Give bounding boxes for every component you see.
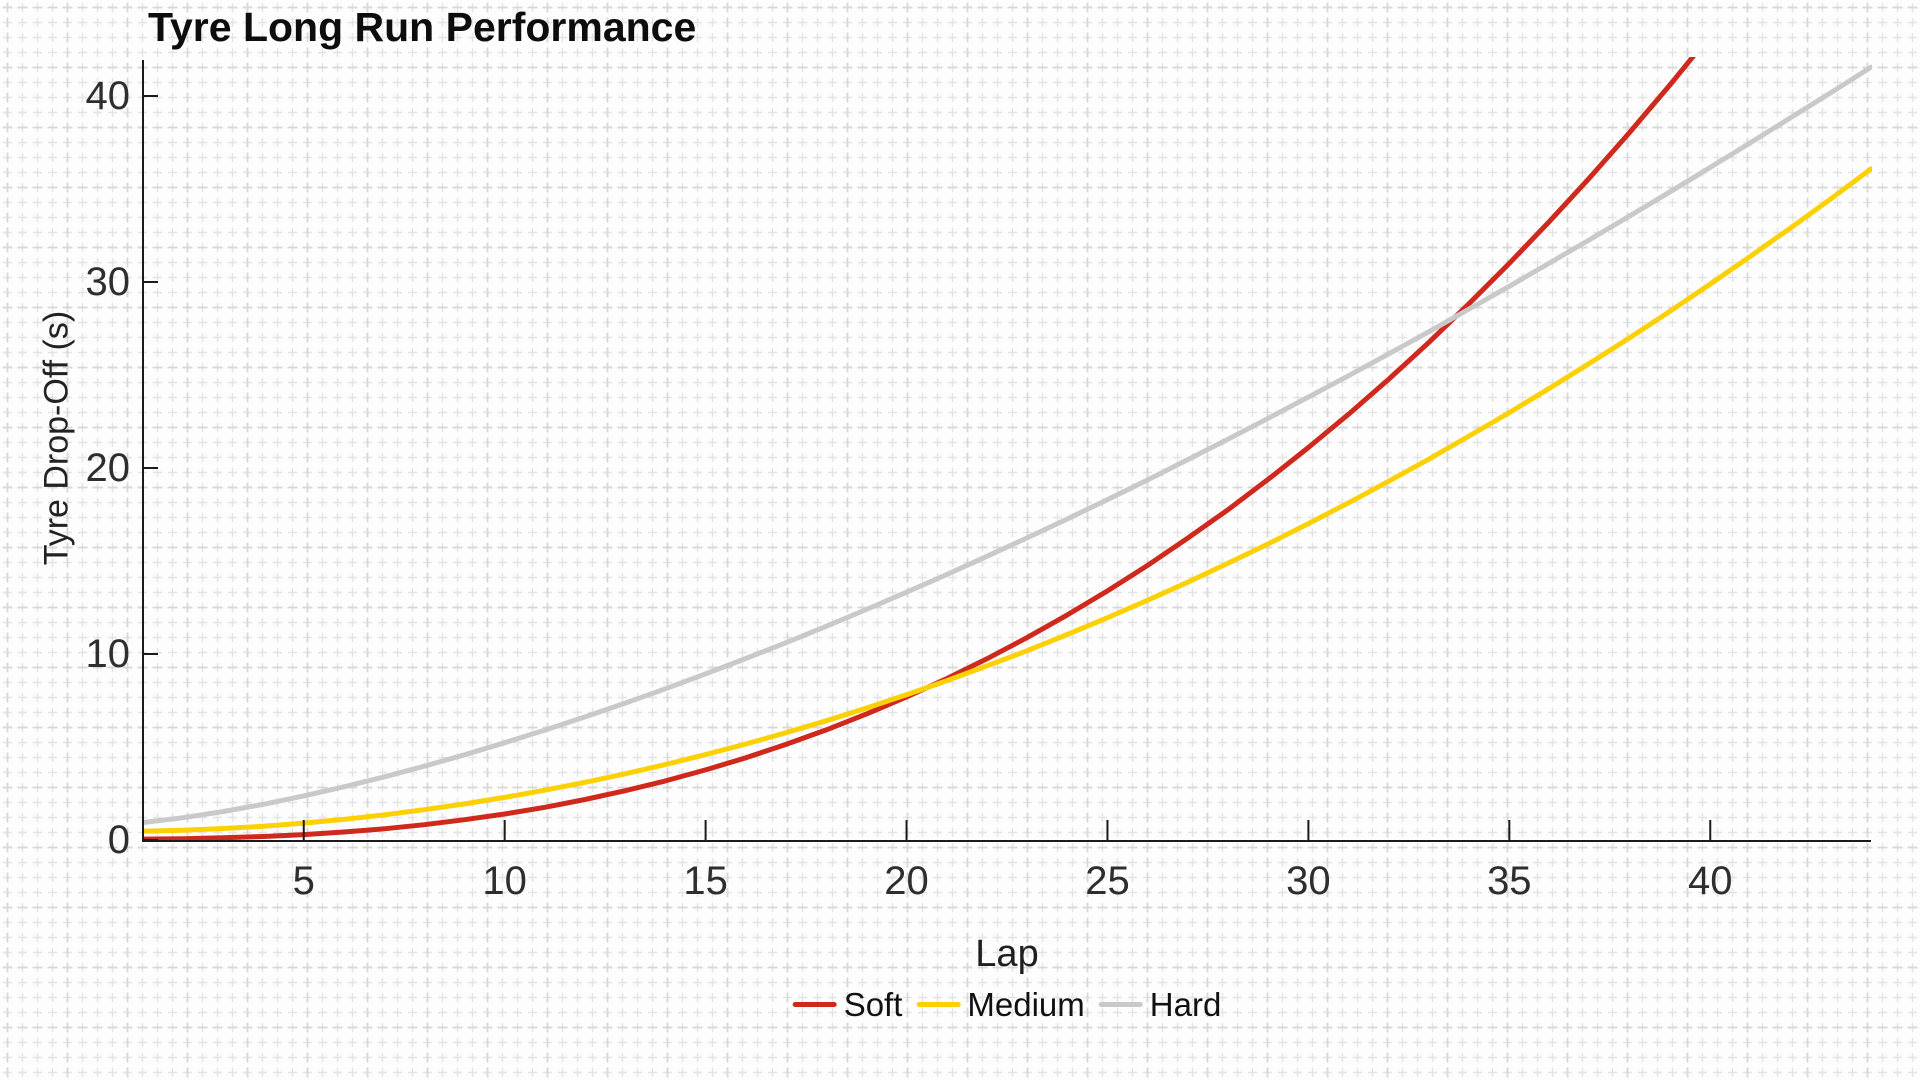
legend: Soft Medium Hard	[792, 986, 1222, 1023]
chart-title: Tyre Long Run Performance	[148, 4, 697, 50]
medium-line-swatch-icon	[916, 1002, 961, 1007]
ticks-layer: 5 10 15 20 25 30 35 40 0 10 20 30 40	[86, 74, 1733, 903]
soft-line-swatch-icon	[792, 1002, 837, 1007]
series-line-hard	[143, 64, 1872, 825]
x-tick-label: 20	[884, 859, 929, 903]
legend-item-soft: Soft	[792, 986, 903, 1023]
legend-label-soft: Soft	[843, 986, 903, 1023]
legend-label-medium: Medium	[967, 986, 1085, 1023]
series-layer	[143, 57, 1872, 841]
legend-item-medium: Medium	[916, 986, 1085, 1023]
hard-line-swatch-icon	[1098, 1002, 1143, 1007]
x-tick-label: 40	[1688, 859, 1733, 903]
y-tick-label: 20	[86, 446, 131, 490]
y-tick-label: 40	[86, 74, 131, 118]
x-tick-label: 30	[1286, 859, 1331, 903]
x-tick-label: 10	[482, 859, 527, 903]
x-tick-label: 25	[1085, 859, 1130, 903]
y-tick-label: 0	[108, 818, 130, 862]
y-tick-label: 30	[86, 260, 131, 304]
legend-label-hard: Hard	[1149, 986, 1222, 1023]
x-axis-title: Lap	[975, 933, 1039, 975]
y-axis-title: Tyre Drop-Off (s)	[37, 310, 76, 566]
x-tick-label: 5	[293, 859, 315, 903]
x-tick-label: 15	[683, 859, 728, 903]
y-tick-label: 10	[86, 632, 131, 676]
x-tick-label: 35	[1487, 859, 1532, 903]
series-line-medium	[143, 166, 1872, 834]
legend-item-hard: Hard	[1098, 986, 1222, 1023]
